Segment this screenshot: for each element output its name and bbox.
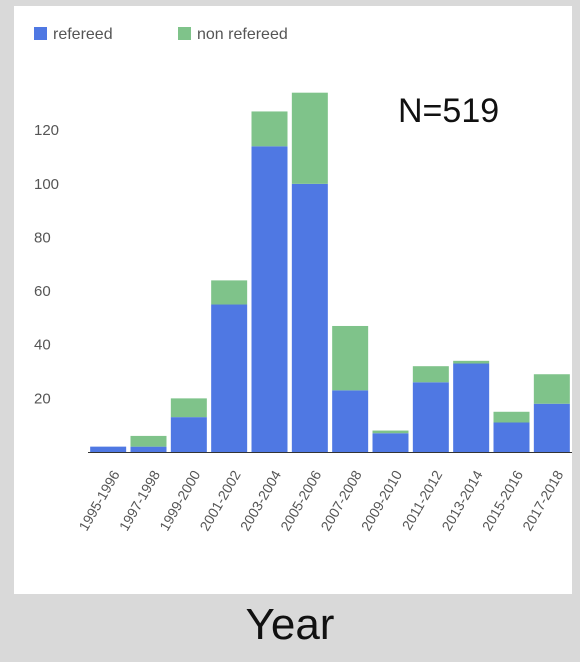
legend-swatch-non-refereed xyxy=(178,27,191,40)
bar-segment-non-refereed xyxy=(251,111,288,147)
y-tick-label: 80 xyxy=(34,229,51,246)
legend-label-non-refereed: non refereed xyxy=(197,26,288,43)
bar-segment-refereed xyxy=(170,417,207,452)
bar-segment-non-refereed xyxy=(332,325,369,391)
x-tick-label: 2017-2018 xyxy=(519,467,566,533)
bar-segment-non-refereed xyxy=(372,430,409,434)
bar-segment-non-refereed xyxy=(412,366,449,383)
y-tick-label: 120 xyxy=(34,122,59,139)
bar-segment-refereed xyxy=(130,446,167,452)
bar-segment-refereed xyxy=(533,403,570,452)
bar-segment-non-refereed xyxy=(453,360,490,364)
y-tick-label: 60 xyxy=(34,283,51,300)
bar-segment-refereed xyxy=(332,390,369,452)
bar-segment-non-refereed xyxy=(493,411,530,423)
bar-segment-refereed xyxy=(291,183,328,452)
y-tick-label: 100 xyxy=(34,176,59,193)
bar-segment-non-refereed xyxy=(130,435,167,447)
bar-segment-non-refereed xyxy=(533,374,570,404)
x-axis-title: Year xyxy=(245,600,335,649)
bar-segment-refereed xyxy=(372,433,409,452)
bar-segment-refereed xyxy=(412,382,449,452)
bar-segment-non-refereed xyxy=(291,92,328,184)
sample-size-annotation: N=519 xyxy=(398,92,499,130)
bar-segment-refereed xyxy=(453,363,490,452)
legend-swatch-refereed xyxy=(34,27,47,40)
stacked-bar-chart: refereed non refereed204060801001201995-1… xyxy=(34,26,572,533)
bar-segment-refereed xyxy=(211,304,248,452)
bar-segment-refereed xyxy=(251,146,288,453)
y-tick-label: 20 xyxy=(34,390,51,407)
bar-segment-non-refereed xyxy=(170,398,207,418)
x-tick-label: 2011-2012 xyxy=(399,467,446,532)
bar-segment-refereed xyxy=(493,422,530,452)
bar-segment-non-refereed xyxy=(211,280,248,305)
bar-segment-refereed xyxy=(90,446,127,452)
y-tick-label: 40 xyxy=(34,337,51,354)
legend-label-refereed: refereed xyxy=(53,26,113,43)
